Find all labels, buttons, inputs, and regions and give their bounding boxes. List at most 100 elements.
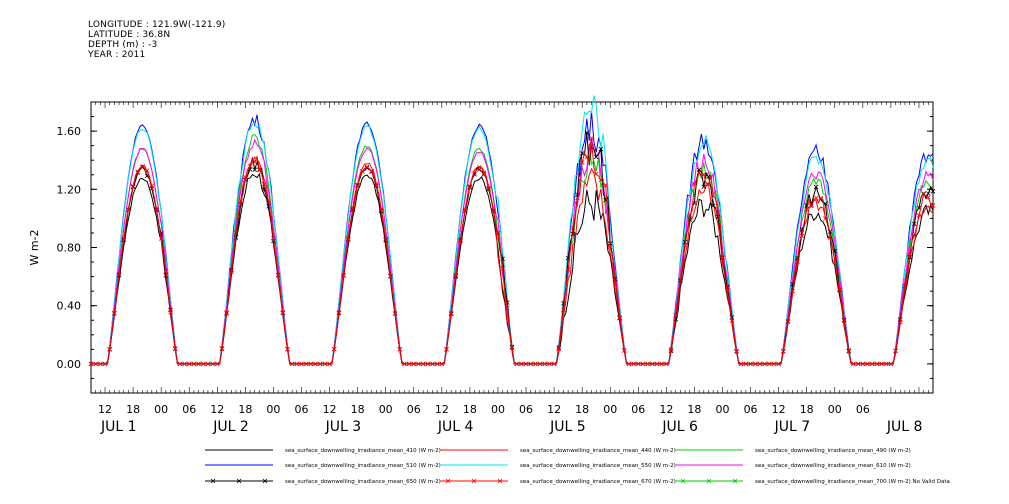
legend-marker: [210, 478, 216, 484]
x-tick-label: 06: [631, 403, 645, 416]
series-marker: [313, 361, 318, 367]
x-tick-label: 06: [407, 403, 421, 416]
series-marker: [612, 278, 618, 284]
series-marker: [823, 216, 828, 221]
series-line: [91, 110, 934, 365]
x-tick-label: 18: [126, 403, 140, 416]
series-marker: [776, 361, 781, 367]
series-marker: [809, 203, 814, 209]
series-marker: [215, 361, 220, 367]
series-marker: [561, 307, 566, 313]
series-marker: [144, 168, 150, 173]
series-marker: [551, 361, 557, 367]
series-marker: [186, 361, 192, 367]
y-tick-label: 1.20: [57, 183, 82, 196]
series-marker: [172, 346, 178, 352]
series-marker: [453, 273, 459, 278]
series-marker: [841, 318, 847, 324]
legend-label: sea_surface_downwelling_irradiance_mean_…: [520, 448, 676, 454]
depth-label: DEPTH (m) : -3: [88, 40, 158, 50]
series-marker: [687, 212, 693, 218]
series-marker: [607, 244, 613, 250]
series-marker: [285, 346, 290, 352]
series-marker: [804, 207, 809, 212]
series-marker: [374, 182, 379, 187]
series-marker: [392, 311, 398, 316]
series-marker: [729, 318, 735, 324]
series-marker: [514, 361, 519, 367]
series-marker: [528, 361, 533, 367]
series-marker: [907, 252, 912, 258]
x-tick-label: 12: [547, 403, 561, 416]
series-marker: [584, 130, 590, 135]
series-marker: [710, 194, 716, 199]
legend-marker: [262, 478, 268, 484]
y-tick-label: 0.00: [57, 358, 82, 371]
series-marker: [575, 195, 580, 201]
series-layer: [88, 95, 936, 367]
series-marker: [439, 361, 445, 367]
series-marker: [88, 361, 94, 367]
series-marker: [411, 361, 417, 367]
series-marker: [491, 208, 496, 214]
series-marker: [360, 169, 365, 174]
series-marker: [458, 238, 463, 244]
series-marker: [243, 174, 248, 180]
series-marker: [556, 346, 562, 351]
series-marker: [659, 361, 664, 367]
series-marker: [500, 266, 505, 271]
series-marker: [406, 361, 412, 367]
series-marker: [593, 171, 599, 177]
series-marker: [261, 181, 267, 187]
x-day-label: JUL 6: [661, 419, 698, 435]
series-marker: [795, 259, 800, 264]
legend-label: sea_surface_downwelling_irradiance_mean_…: [285, 463, 441, 469]
x-day-label: JUL 7: [774, 419, 811, 435]
series-marker: [233, 230, 239, 235]
series-marker: [636, 361, 641, 367]
series-marker: [200, 361, 206, 367]
series-marker: [888, 361, 894, 367]
x-tick-label: 18: [687, 403, 701, 416]
x-tick-label: 00: [491, 403, 505, 416]
series-marker: [860, 361, 866, 367]
series-marker: [308, 361, 314, 367]
series-marker: [476, 164, 482, 170]
series-marker: [355, 183, 360, 189]
series-marker: [790, 288, 795, 294]
series-marker: [879, 361, 884, 367]
series-marker: [294, 361, 300, 367]
series-marker: [266, 199, 272, 204]
series-marker: [472, 170, 477, 175]
series-marker: [579, 151, 585, 156]
legend-label: sea_surface_downwelling_irradiance_mean_…: [285, 448, 441, 454]
series-marker: [140, 164, 145, 169]
series-marker: [149, 183, 155, 189]
series-marker: [692, 181, 697, 187]
x-tick-label: 12: [772, 403, 786, 416]
series-line: [91, 156, 934, 365]
series-marker: [701, 184, 707, 189]
series-marker: [682, 242, 688, 248]
x-tick-label: 06: [519, 403, 533, 416]
series-marker: [533, 361, 538, 367]
series-marker: [495, 230, 501, 236]
series-marker: [673, 312, 679, 318]
series-marker: [233, 235, 239, 240]
series-marker: [350, 205, 356, 211]
x-tick-label: 18: [463, 403, 477, 416]
series-marker: [135, 169, 141, 175]
legend: sea_surface_downwelling_irradiance_mean_…: [205, 448, 950, 485]
series-marker: [252, 167, 258, 173]
series-marker: [177, 361, 183, 367]
x-tick-label: 00: [716, 403, 730, 416]
x-tick-label: 00: [603, 403, 617, 416]
x-tick-label: 18: [800, 403, 814, 416]
series-marker: [640, 361, 646, 367]
series-marker: [252, 159, 258, 165]
series-marker: [771, 361, 777, 367]
series-marker: [289, 361, 295, 367]
series-marker: [752, 361, 758, 367]
legend-marker: [445, 478, 451, 484]
series-marker: [645, 361, 650, 367]
